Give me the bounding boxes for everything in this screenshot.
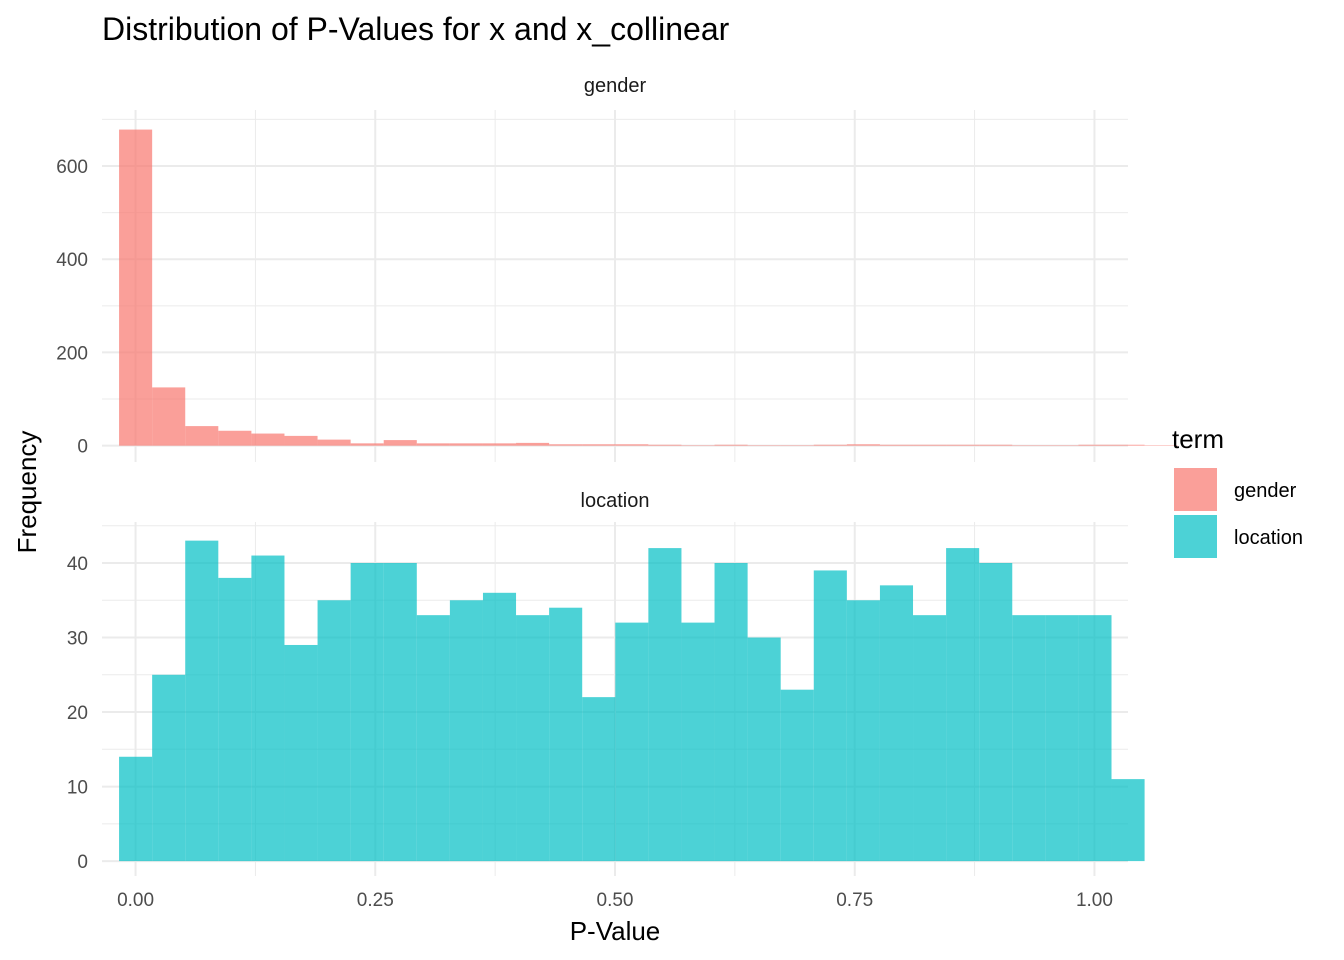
histogram-bar [185,426,219,446]
histogram-bar [879,585,914,862]
histogram-bar [119,756,153,862]
y-tick-label: 30 [67,629,88,650]
histogram-bar [946,548,980,862]
histogram-bar [482,592,517,862]
histogram-bar [218,430,252,446]
y-tick-label: 0 [77,437,88,458]
histogram-bar [714,444,748,446]
y-tick-label: 400 [56,250,88,271]
histogram-bar [615,622,649,862]
histogram-bar [1111,444,1145,446]
chart-title: Distribution of P-Values for x and x_col… [102,11,730,47]
y-tick-label: 20 [67,703,88,724]
histogram-bar [185,540,219,862]
histogram-bar [317,600,351,862]
histogram-bar [251,433,285,446]
y-tick-label: 10 [67,778,88,799]
histogram-bar [846,600,880,862]
histogram-bar [449,443,483,446]
histogram-bar [284,644,318,862]
histogram-bar [152,674,186,862]
histogram-bar [879,444,914,446]
histogram-bar [350,443,384,446]
histogram-bar [582,444,616,446]
facet-strip-label: gender [584,75,647,97]
histogram-bar [317,439,351,446]
y-tick-label: 600 [56,157,88,178]
histogram-bar [549,607,583,862]
facet-panel-gender: 0 200 400 600 gender [56,75,1178,462]
histogram-bar [979,562,1013,862]
x-axis-title: P-Value [570,916,661,946]
legend-key-gender [1174,468,1217,511]
x-tick-label: 0.00 [117,890,154,911]
histogram-bar [913,444,947,446]
histogram-bar [516,442,550,446]
histogram-bar [284,435,318,446]
histogram-bar [119,129,153,446]
histogram-bar [350,562,384,862]
x-tick-label: 0.50 [597,890,634,911]
histogram-bar [846,444,880,446]
histogram-bar [549,444,583,446]
histogram-bar [648,548,682,862]
histogram-bar [582,697,616,862]
histogram-bar [1111,779,1145,862]
histogram-bar [979,444,1013,446]
histogram-bar [251,555,285,862]
histogram-bar [1045,615,1079,862]
histogram-bar [813,570,847,862]
histogram-bar [416,615,450,862]
histogram-bar [152,387,186,446]
histogram-bar [681,622,715,862]
facet-strip-label: location [581,490,650,512]
histogram-bar [516,615,550,862]
y-tick-label: 200 [56,343,88,364]
histogram-bar [383,440,417,446]
x-tick-label: 1.00 [1076,890,1113,911]
y-tick-label: 40 [67,554,88,575]
legend-title: term [1172,424,1224,454]
legend-key-location [1174,515,1217,558]
y-axis-title: Frequency [12,431,42,554]
x-tick-label: 0.75 [836,890,873,911]
legend: term gender location [1172,424,1303,558]
panels: 0 200 400 600 gender 0 10 20 30 40 location 0.00 0.2… [56,75,1178,911]
histogram-bar [780,689,814,862]
histogram-bar [1012,615,1046,862]
histogram-bar [648,444,682,446]
histogram-bar [383,562,417,862]
histogram-bar [946,444,980,446]
legend-label-location: location [1234,527,1303,549]
facet-panel-location: 0 10 20 30 40 location [67,490,1145,876]
histogram-bar [1078,615,1112,862]
histogram-bar [1078,444,1112,446]
histogram-bar [482,443,517,446]
histogram-bar [913,615,947,862]
y-tick-label: 0 [77,852,88,873]
histogram-bar [813,444,847,446]
histogram-bar [449,600,483,862]
histogram-bar [615,444,649,446]
histogram-bar [218,577,252,862]
legend-label-gender: gender [1234,480,1297,502]
histogram-bar [747,637,781,862]
histogram-bar [714,562,748,862]
histogram-bar [416,443,450,446]
x-tick-label: 0.25 [357,890,394,911]
